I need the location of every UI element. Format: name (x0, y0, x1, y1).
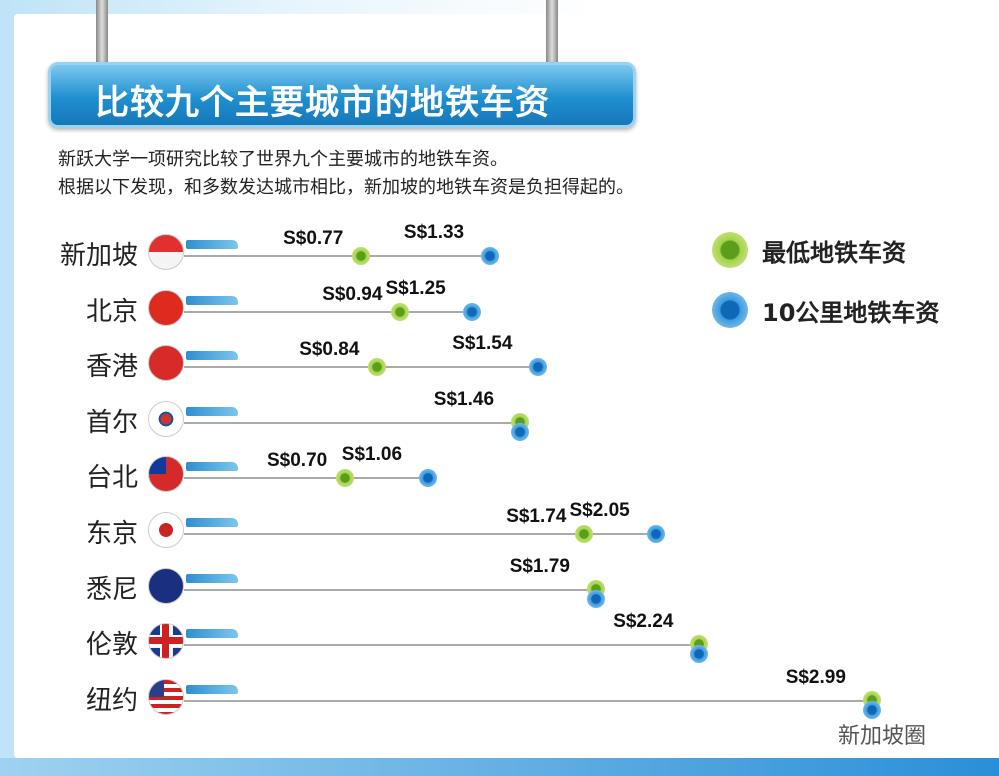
min-fare-dot (336, 469, 354, 488)
10km-fare-label: S$1.06 (341, 444, 403, 466)
city-label: 首尔 (85, 407, 138, 438)
legend-green-dot (712, 232, 748, 268)
train-icon (186, 351, 238, 361)
min-fare-dot (352, 247, 371, 265)
min-fare-dot (391, 302, 410, 321)
price-line (184, 366, 539, 369)
sign-pole-right (546, 0, 558, 64)
train-icon (186, 684, 238, 694)
city-label: 新加坡 (59, 241, 138, 271)
flag-australia (148, 567, 184, 604)
train-icon (186, 240, 238, 249)
legend-10km: 10公里地铁车资 (712, 292, 939, 328)
city-label: 悉尼 (85, 574, 138, 605)
city-label: 伦敦 (85, 630, 138, 661)
intro-line-1: 新跃大学一项研究比较了世界九个主要城市的地铁车资。 (58, 149, 508, 170)
price-line (184, 310, 472, 313)
10km-fare-label: S$2.05 (569, 500, 630, 521)
city-label: 纽约 (85, 685, 138, 716)
train-icon (186, 518, 238, 527)
price-line (184, 644, 700, 647)
city-label: 香港 (85, 352, 138, 383)
page-title: 比较九个主要城市的地铁车资 (95, 83, 550, 123)
price-line (184, 533, 656, 535)
10km-fare-dot (418, 469, 437, 488)
flag-usa (148, 678, 184, 715)
flag-singapore (148, 234, 184, 270)
legend-10km-label: 10公里地铁车资 (762, 298, 940, 327)
city-label: 东京 (85, 519, 138, 549)
price-line (184, 421, 520, 424)
flag-korea (148, 400, 184, 437)
intro-text: 新跃大学一项研究比较了世界九个主要城市的地铁车资。 根据以下发现，和多数发达城市… (58, 146, 634, 202)
10km-fare-dot (529, 358, 548, 377)
10km-fare-dot (646, 525, 665, 543)
flag-taiwan (148, 456, 184, 493)
10km-fare-dot (586, 589, 605, 608)
flag-hongkong (148, 345, 184, 382)
price-line (184, 255, 490, 257)
min-fare-label: S$0.70 (267, 450, 328, 472)
flag-china (148, 289, 184, 326)
sign-pole-left (96, 0, 108, 64)
train-icon (186, 573, 238, 583)
10km-fare-label: S$1.79 (509, 555, 570, 577)
10km-fare-label: S$1.46 (433, 388, 495, 410)
price-line (184, 477, 428, 480)
10km-fare-dot (510, 422, 529, 441)
train-icon (186, 629, 238, 639)
legend-blue-dot (712, 292, 748, 328)
title-banner: 比较九个主要城市的地铁车资 (48, 62, 636, 128)
bottom-bar (0, 758, 999, 776)
flag-japan (148, 512, 184, 548)
intro-line-2: 根据以下发现，和多数发达城市相比，新加坡的地铁车资是负担得起的。 (58, 177, 634, 198)
legend-min-label: 最低地铁车资 (762, 238, 906, 267)
min-fare-label: S$0.94 (322, 283, 383, 305)
train-icon (186, 295, 238, 305)
price-line (184, 699, 872, 702)
price-line (184, 588, 596, 591)
train-icon (186, 462, 238, 472)
city-label: 北京 (85, 296, 138, 327)
min-fare-label: S$0.77 (283, 228, 344, 249)
10km-fare-dot (690, 645, 709, 664)
legend-min: 最低地铁车资 (712, 232, 906, 268)
min-fare-dot (575, 525, 594, 543)
10km-fare-label: S$1.33 (403, 222, 465, 243)
10km-fare-label: S$2.24 (613, 611, 674, 633)
flag-uk (148, 623, 184, 660)
10km-fare-label: S$2.99 (785, 666, 846, 688)
city-label: 台北 (85, 463, 138, 494)
min-fare-label: S$1.74 (506, 506, 567, 527)
10km-fare-dot (462, 302, 481, 321)
10km-fare-dot (480, 247, 499, 265)
min-fare-label: S$0.84 (299, 339, 360, 361)
train-icon (186, 406, 238, 416)
10km-fare-dot (862, 700, 881, 719)
watermark: 新加坡圈 (838, 724, 927, 749)
min-fare-dot (368, 358, 387, 377)
10km-fare-label: S$1.54 (452, 333, 513, 355)
10km-fare-label: S$1.25 (385, 277, 446, 299)
